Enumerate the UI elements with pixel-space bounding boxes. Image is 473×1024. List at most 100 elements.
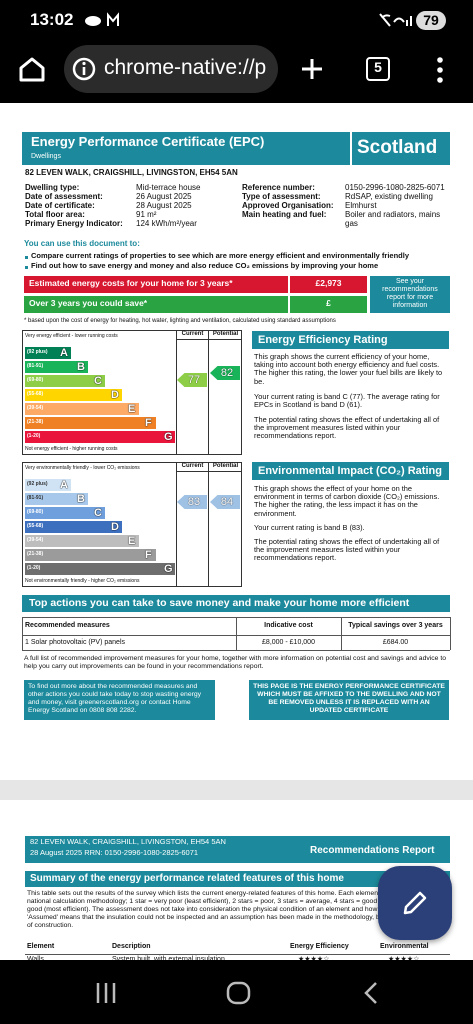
detail-value: 124 kWh/m²/year [136,219,197,228]
band-letter: G [164,431,173,443]
menu-button[interactable] [434,56,446,84]
detail-value: 91 m² [136,210,157,219]
band-letter: G [164,563,173,575]
rating-heading-bar [252,462,449,480]
rating-band [25,493,88,505]
url-bar[interactable] [64,45,278,93]
env-potential-arrow [210,495,240,509]
notification-icons [85,12,119,26]
nav-buttons[interactable] [92,980,392,1006]
band-range: (55-68) [27,391,44,397]
detail-value: 26 August 2025 [136,192,192,201]
chart-top-note: Very energy efficient - lower running co… [25,333,118,339]
rating-text: This graph shows the effect of your home… [254,484,440,518]
summary-heading: Summary of the energy performance relate… [30,873,344,884]
rating-chart [22,462,242,587]
use-heading: You can use this document to: [24,239,140,248]
rating-text: Your current rating is band C (77). The … [254,392,440,410]
detail-value: 28 August 2025 [136,201,192,210]
band-letter: A [60,347,68,359]
band-letter: D [111,389,119,401]
rating-band [25,507,105,519]
site-info-icon[interactable] [72,57,96,81]
cost-note: * based upon the cost of energy for heat… [24,318,336,324]
rating-text: The potential rating shows the effect of… [254,415,440,441]
band-letter: B [77,493,85,505]
summary-text: This table sets out the results of the s… [27,890,446,929]
rating-chart [22,330,242,455]
band-letter: E [128,403,136,415]
env-current-value: 83 [187,496,201,508]
table-line [25,954,450,955]
table-line [341,617,342,650]
band-range: (39-54) [27,537,44,543]
band-range: (92 plus) [27,481,48,487]
table-cell: ★★★★☆ [388,956,420,960]
tab-switcher[interactable] [366,57,390,81]
detail-value: Mid-terrace house [136,183,201,192]
country: Scotland [357,137,438,158]
band-letter: B [77,361,85,373]
epc-subtitle: Dwellings [31,153,61,160]
rating-band [25,563,175,575]
use-item: Compare current ratings of properties to… [31,251,410,260]
rating-band [25,479,71,491]
col-potential: Potential [212,463,239,469]
rating-band [25,389,122,401]
table-header: Element [27,943,55,950]
detail-value: Boiler and radiators, mains gas [345,210,441,229]
new-tab-button[interactable] [300,57,324,81]
energy-potential-arrow [210,366,240,380]
info-box [24,680,215,720]
cost-value: £ [326,298,331,308]
table-cell: System built, with external insulation [112,956,225,960]
affix-box [249,680,449,720]
summary-heading-bar [25,871,450,887]
use-item: Find out how to save energy and money an… [31,261,379,270]
epc-title: Energy Performance Certificate (EPC) [31,134,265,149]
band-range: (55-68) [27,523,44,529]
cost-label: Estimated energy costs for your home for… [29,278,233,288]
env-potential-value: 84 [220,496,234,508]
table-cell: £684.00 [382,639,409,646]
report-address: 82 LEVEN WALK, CRAIGSHILL, LIVINGSTON, E… [30,837,226,846]
edit-icon[interactable] [400,888,430,918]
cost-value-box [290,276,367,293]
table-header: Recommended measures [25,622,110,629]
battery-level: 79 [423,12,439,28]
cost-row [24,276,288,293]
band-letter: F [145,549,152,561]
url-text[interactable]: chrome-native://p [104,56,267,79]
page-gap [0,780,473,800]
report-title: Recommendations Report [310,845,435,856]
rating-band [25,403,139,415]
rating-band [25,521,122,533]
tab-count[interactable]: 5 [374,59,382,75]
report-link-box[interactable] [370,276,450,313]
col-current: Current [181,331,204,337]
band-letter: E [128,535,136,547]
band-range: (21-38) [27,551,44,557]
detail-label: Date of certificate: [25,201,95,210]
col-line [176,330,177,455]
edit-fab[interactable] [378,866,452,940]
rating-band [25,361,88,373]
detail-value: Elmhurst [345,201,377,210]
band-range: (1-20) [27,565,41,571]
table-header: Indicative cost [264,622,313,629]
band-range: (81-91) [27,495,44,501]
detail-label: Type of assessment: [242,192,321,201]
cost-row [24,296,288,313]
chart-top-note: Very environmentally friendly - lower CO… [25,465,140,471]
band-letter: F [145,417,152,429]
clock: 13:02 [30,10,74,29]
table-cell: £8,000 - £10,000 [262,639,315,646]
bullet [25,266,28,269]
env-current-arrow [177,495,207,509]
home-button[interactable] [18,56,46,82]
actions-note: A full list of recommended improvement m… [24,655,446,670]
table-header: Description [112,943,151,950]
table-header: Typical savings over 3 years [348,622,443,629]
detail-value: 0150-2996-1080-2825-6071 [345,183,445,192]
report-link[interactable]: See your recommendations report for more… [382,278,438,310]
